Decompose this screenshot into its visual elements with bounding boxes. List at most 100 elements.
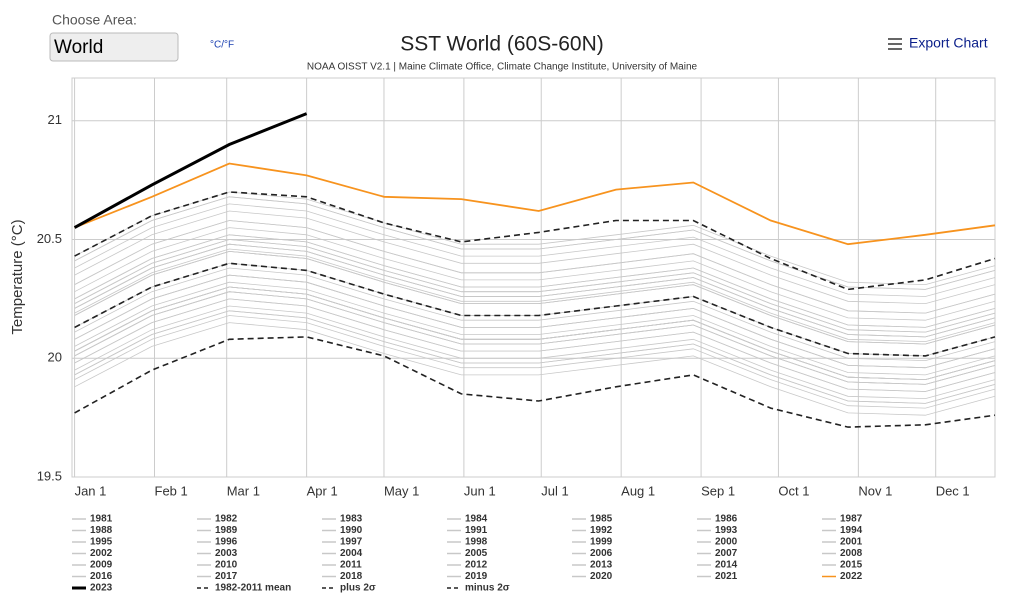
legend-item[interactable]: 2020 xyxy=(572,571,613,582)
legend-item[interactable]: 2015 xyxy=(822,560,863,571)
legend-item[interactable]: 2004 xyxy=(322,548,363,559)
legend-item[interactable]: 1982-2011 mean xyxy=(197,583,291,594)
legend-item[interactable]: 1985 xyxy=(572,514,613,525)
legend-item[interactable]: 2018 xyxy=(322,571,363,582)
legend-item[interactable]: 1990 xyxy=(322,525,363,536)
legend-label: 2015 xyxy=(840,560,863,571)
x-tick-label: Sep 1 xyxy=(701,483,735,498)
legend-item[interactable]: 1994 xyxy=(822,525,863,536)
legend-item[interactable]: 2016 xyxy=(72,571,113,582)
legend-item[interactable]: 1996 xyxy=(197,537,238,548)
legend-item[interactable]: 1982 xyxy=(197,514,238,525)
legend-item[interactable]: 2023 xyxy=(72,583,113,594)
series-line xyxy=(74,305,996,400)
legend-item[interactable]: 1991 xyxy=(447,525,488,536)
legend-label: 2017 xyxy=(215,571,238,582)
series-line xyxy=(74,243,996,338)
legend-item[interactable]: 2017 xyxy=(197,571,238,582)
legend-item[interactable]: 2009 xyxy=(72,560,113,571)
legend-label: 1992 xyxy=(590,525,613,536)
legend-item[interactable]: 2008 xyxy=(822,548,863,559)
legend-label: 2000 xyxy=(715,537,738,548)
legend-item[interactable]: 1989 xyxy=(197,525,238,536)
legend-item[interactable]: 2013 xyxy=(572,560,613,571)
legend-label: 1988 xyxy=(90,525,113,536)
legend-item[interactable]: 1992 xyxy=(572,525,613,536)
legend-label: 2011 xyxy=(340,560,362,571)
x-tick-label: Jun 1 xyxy=(464,483,496,498)
legend-label: 2013 xyxy=(590,560,613,571)
area-select[interactable] xyxy=(49,32,179,62)
legend-item[interactable]: 2000 xyxy=(697,537,738,548)
legend-item[interactable]: 1999 xyxy=(572,537,613,548)
x-tick-label: Mar 1 xyxy=(227,483,260,498)
legend-label: 2003 xyxy=(215,548,238,559)
legend-item[interactable]: 1984 xyxy=(447,514,488,525)
legend-item[interactable]: 1983 xyxy=(322,514,363,525)
legend-item[interactable]: 1995 xyxy=(72,537,113,548)
legend-label: 2019 xyxy=(465,571,488,582)
export-label[interactable]: Export Chart xyxy=(909,35,988,51)
legend-item[interactable]: plus 2σ xyxy=(322,583,376,594)
legend-label: 1984 xyxy=(465,514,488,525)
legend-item[interactable]: 2012 xyxy=(447,560,488,571)
legend-item[interactable]: 2002 xyxy=(72,548,113,559)
legend-label: 1989 xyxy=(215,525,238,536)
legend-item[interactable]: 2019 xyxy=(447,571,488,582)
series-line xyxy=(74,220,996,314)
series-line xyxy=(74,286,996,381)
menu-icon xyxy=(888,38,902,40)
legend-label: 2020 xyxy=(590,571,613,582)
legend-label: 1993 xyxy=(715,525,738,536)
legend-label: 2008 xyxy=(840,548,863,559)
legend-label: 2014 xyxy=(715,560,738,571)
units-toggle[interactable]: °C/°F xyxy=(210,40,234,51)
export-button[interactable]: Export Chart xyxy=(888,35,988,51)
legend-label: 2006 xyxy=(590,548,613,559)
legend-item[interactable]: 1981 xyxy=(72,514,113,525)
series-line xyxy=(74,191,996,286)
area-value[interactable]: World xyxy=(54,37,103,58)
legend-item[interactable]: 2021 xyxy=(697,571,738,582)
menu-icon xyxy=(888,48,902,50)
legend-item[interactable]: 1998 xyxy=(447,537,488,548)
legend-item[interactable]: 1993 xyxy=(697,525,738,536)
legend-item[interactable]: 2007 xyxy=(697,548,738,559)
legend-label: 2016 xyxy=(90,571,113,582)
area-label: Choose Area: xyxy=(52,12,137,28)
legend-label: 2021 xyxy=(715,571,738,582)
legend-label: 2023 xyxy=(90,583,113,594)
legend-item[interactable]: 2001 xyxy=(822,537,863,548)
legend-item[interactable]: 2014 xyxy=(697,560,738,571)
series-line xyxy=(74,203,996,297)
legend-label: 2007 xyxy=(715,548,738,559)
series-line xyxy=(74,220,996,314)
y-tick-label: 19.5 xyxy=(37,468,62,483)
x-tick-label: Jan 1 xyxy=(75,483,107,498)
legend-item[interactable]: 1986 xyxy=(697,514,738,525)
series-line xyxy=(74,234,996,328)
series-line xyxy=(74,262,996,357)
y-tick-label: 20 xyxy=(48,350,62,365)
x-tick-label: Aug 1 xyxy=(621,483,655,498)
legend-item[interactable]: 2006 xyxy=(572,548,613,559)
legend-item[interactable]: 1987 xyxy=(822,514,863,525)
legend-item[interactable]: 2010 xyxy=(197,560,238,571)
series-line xyxy=(74,210,996,305)
legend-item[interactable]: 2011 xyxy=(322,560,362,571)
legend-item[interactable]: 2005 xyxy=(447,548,488,559)
series-line xyxy=(74,281,996,376)
series-line xyxy=(74,322,996,416)
legend-item[interactable]: 1997 xyxy=(322,537,363,548)
series-line xyxy=(74,250,996,345)
legend-item[interactable]: 2022 xyxy=(822,571,863,582)
legend-label: 2012 xyxy=(465,560,488,571)
legend-item[interactable]: 2003 xyxy=(197,548,238,559)
series-line xyxy=(74,291,996,385)
menu-icon xyxy=(888,43,902,45)
legend-item[interactable]: 1988 xyxy=(72,525,113,536)
legend-label: 1995 xyxy=(90,537,113,548)
legend-label: 1998 xyxy=(465,537,488,548)
legend-item[interactable]: minus 2σ xyxy=(447,583,510,594)
